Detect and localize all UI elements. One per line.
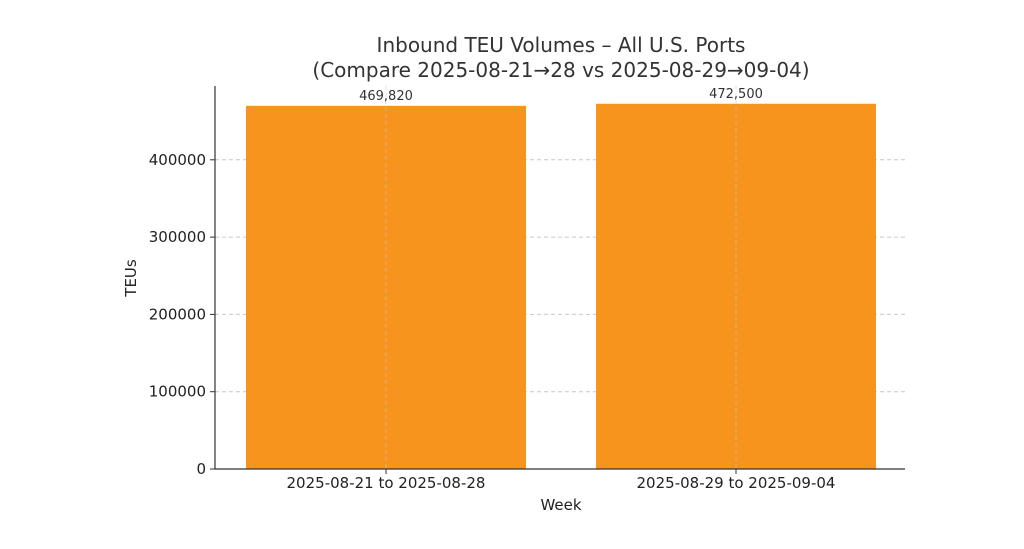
- y-axis-ticks: 0 100000 200000 300000 400000: [149, 151, 215, 478]
- bar-data-label: 469,820: [359, 89, 413, 104]
- chart-title: Inbound TEU Volumes – All U.S. Ports: [377, 33, 746, 57]
- y-tick-label: 300000: [149, 228, 206, 246]
- y-tick-label: 200000: [149, 305, 206, 323]
- vertical-grid-lines: [385, 86, 737, 469]
- bar-data-label: 472,500: [709, 87, 763, 102]
- bars: [246, 103, 876, 470]
- y-tick-label: 0: [196, 460, 206, 478]
- y-tick-label: 100000: [149, 383, 206, 401]
- bar: [246, 105, 526, 470]
- x-tick-label: 2025-08-29 to 2025-09-04: [637, 474, 836, 492]
- data-labels: 469,820 472,500: [359, 87, 763, 104]
- x-tick-label: 2025-08-21 to 2025-08-28: [287, 474, 486, 492]
- x-axis-ticks: 2025-08-21 to 2025-08-28 2025-08-29 to 20…: [287, 469, 836, 492]
- y-axis-label: TEUs: [122, 259, 140, 298]
- chart-subtitle: (Compare 2025-08-21→28 vs 2025-08-29→09-…: [312, 58, 809, 82]
- y-tick-label: 400000: [149, 151, 206, 169]
- x-axis-label: Week: [540, 496, 581, 514]
